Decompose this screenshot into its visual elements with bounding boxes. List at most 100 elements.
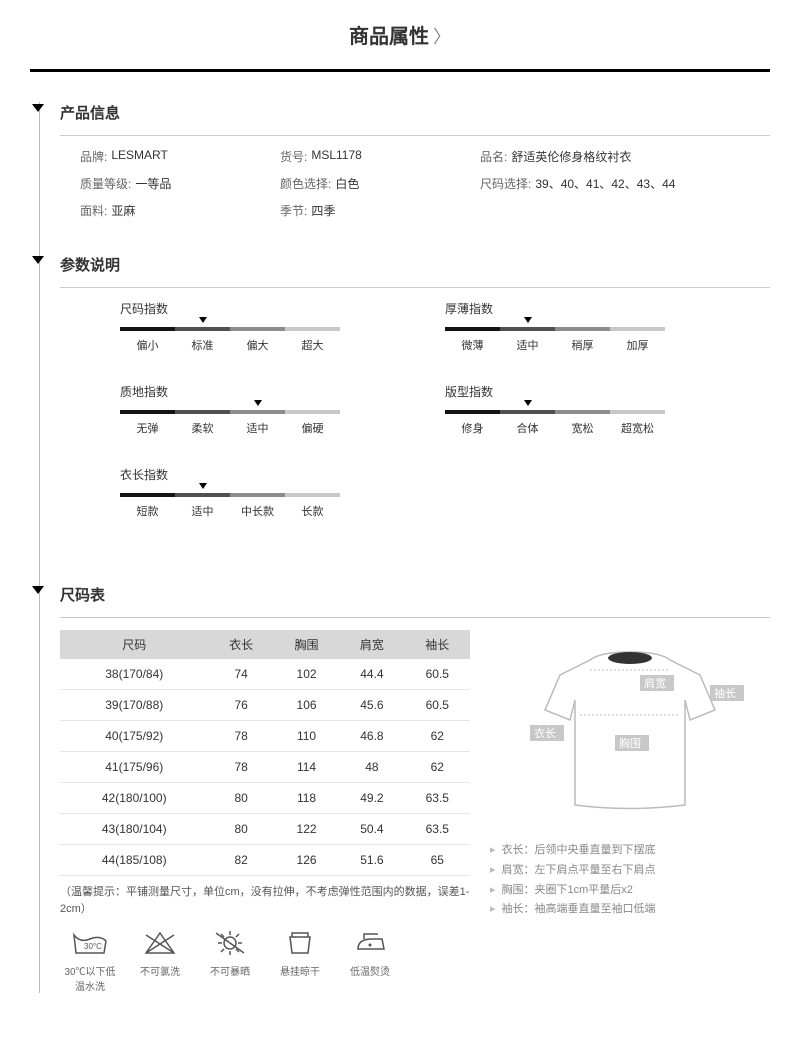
param-option-label: 适中	[500, 337, 555, 353]
table-header: 袖长	[405, 630, 470, 659]
info-cell: 货号:MSL1178	[280, 148, 480, 165]
table-cell: 102	[274, 659, 339, 690]
table-cell: 43(180/104)	[60, 814, 208, 845]
info-value: MSL1178	[311, 148, 361, 165]
param-title: 版型指数	[445, 383, 770, 400]
care-label: 悬挂晾干	[270, 963, 330, 978]
param-tick: 适中	[175, 493, 230, 519]
table-cell: 50.4	[339, 814, 404, 845]
table-cell: 40(175/92)	[60, 721, 208, 752]
svg-text:30°C: 30°C	[84, 942, 102, 951]
table-header: 尺码	[60, 630, 208, 659]
param-option-label: 稍厚	[555, 337, 610, 353]
page-title: 商品属性	[349, 20, 429, 49]
table-row: 38(170/84)7410244.460.5	[60, 659, 470, 690]
param-tick: 加厚	[610, 327, 665, 353]
table-row: 43(180/104)8012250.463.5	[60, 814, 470, 845]
param-tick: 偏小	[120, 327, 175, 353]
info-label: 季节:	[280, 202, 307, 219]
table-cell: 82	[208, 845, 273, 876]
table-cell: 38(170/84)	[60, 659, 208, 690]
legend-item: 袖长：袖高端垂直量至袖口低端	[490, 900, 770, 920]
info-value: 白色	[335, 175, 359, 192]
param-title: 厚薄指数	[445, 300, 770, 317]
wash-icon: 30°C	[66, 927, 114, 959]
info-label: 尺码选择:	[480, 175, 531, 192]
table-cell: 51.6	[339, 845, 404, 876]
divider	[30, 69, 770, 72]
table-cell: 110	[274, 721, 339, 752]
param-tick: 适中	[230, 410, 285, 436]
param-option-label: 超大	[285, 337, 340, 353]
param-tick: 偏大	[230, 327, 285, 353]
page-header: 商品属性〉	[30, 0, 770, 59]
info-value: LESMART	[111, 148, 167, 165]
care-item: 悬挂晾干	[270, 927, 330, 993]
table-cell: 39(170/88)	[60, 690, 208, 721]
param-option-label: 长款	[285, 503, 340, 519]
table-cell: 80	[208, 783, 273, 814]
table-header: 胸围	[274, 630, 339, 659]
param-block: 厚薄指数微薄适中稍厚加厚	[445, 300, 770, 353]
table-row: 40(175/92)7811046.862	[60, 721, 470, 752]
section-marker-icon	[32, 586, 44, 594]
no-sun-icon	[206, 927, 254, 959]
info-label: 面料:	[80, 202, 107, 219]
param-option-label: 超宽松	[610, 420, 665, 436]
table-cell: 80	[208, 814, 273, 845]
section-marker-icon	[32, 104, 44, 112]
info-cell: 品牌:LESMART	[80, 148, 280, 165]
param-title: 尺码指数	[120, 300, 445, 317]
param-tick: 宽松	[555, 410, 610, 436]
param-tick: 偏硬	[285, 410, 340, 436]
care-item: 30°C30℃以下低温水洗	[60, 927, 120, 993]
param-block: 衣长指数短款适中中长款长款	[120, 466, 445, 519]
param-option-label: 适中	[230, 420, 285, 436]
divider	[60, 135, 770, 136]
section-title: 尺码表	[60, 584, 770, 605]
param-tick: 适中	[500, 327, 555, 353]
legend-item: 衣长：后领中央垂直量到下摆底	[490, 841, 770, 861]
care-label: 不可氯洗	[130, 963, 190, 978]
info-label: 品牌:	[80, 148, 107, 165]
table-cell: 76	[208, 690, 273, 721]
info-value: 一等品	[135, 175, 171, 192]
param-option-label: 偏小	[120, 337, 175, 353]
divider	[60, 617, 770, 618]
table-cell: 42(180/100)	[60, 783, 208, 814]
table-cell: 78	[208, 721, 273, 752]
info-value: 亚麻	[111, 202, 135, 219]
param-option-label: 适中	[175, 503, 230, 519]
table-cell: 106	[274, 690, 339, 721]
param-option-label: 中长款	[230, 503, 285, 519]
param-tick: 修身	[445, 410, 500, 436]
size-note: （温馨提示：平铺测量尺寸，单位cm，没有拉伸，不考虑弹性范围内的数据，误差1-2…	[60, 884, 470, 917]
param-tick: 短款	[120, 493, 175, 519]
care-label: 低温熨烫	[340, 963, 400, 978]
info-cell: 品名:舒适英伦修身格纹衬衣	[480, 148, 770, 165]
info-cell	[480, 202, 770, 219]
param-title: 衣长指数	[120, 466, 445, 483]
info-label: 颜色选择:	[280, 175, 331, 192]
table-cell: 62	[405, 721, 470, 752]
chevron-right-icon: 〉	[433, 27, 451, 47]
table-row: 42(180/100)8011849.263.5	[60, 783, 470, 814]
table-header: 肩宽	[339, 630, 404, 659]
section-marker-icon	[32, 256, 44, 264]
param-title: 质地指数	[120, 383, 445, 400]
table-cell: 118	[274, 783, 339, 814]
size-table: 尺码衣长胸围肩宽袖长 38(170/84)7410244.460.539(170…	[60, 630, 470, 876]
param-option-label: 微薄	[445, 337, 500, 353]
param-option-label: 短款	[120, 503, 175, 519]
table-cell: 46.8	[339, 721, 404, 752]
info-value: 舒适英伦修身格纹衬衣	[511, 148, 631, 165]
info-label: 质量等级:	[80, 175, 131, 192]
param-option-label: 宽松	[555, 420, 610, 436]
table-cell: 122	[274, 814, 339, 845]
table-cell: 44.4	[339, 659, 404, 690]
info-label: 货号:	[280, 148, 307, 165]
param-tick: 合体	[500, 410, 555, 436]
param-option-label: 加厚	[610, 337, 665, 353]
param-tick: 超大	[285, 327, 340, 353]
param-tick: 中长款	[230, 493, 285, 519]
